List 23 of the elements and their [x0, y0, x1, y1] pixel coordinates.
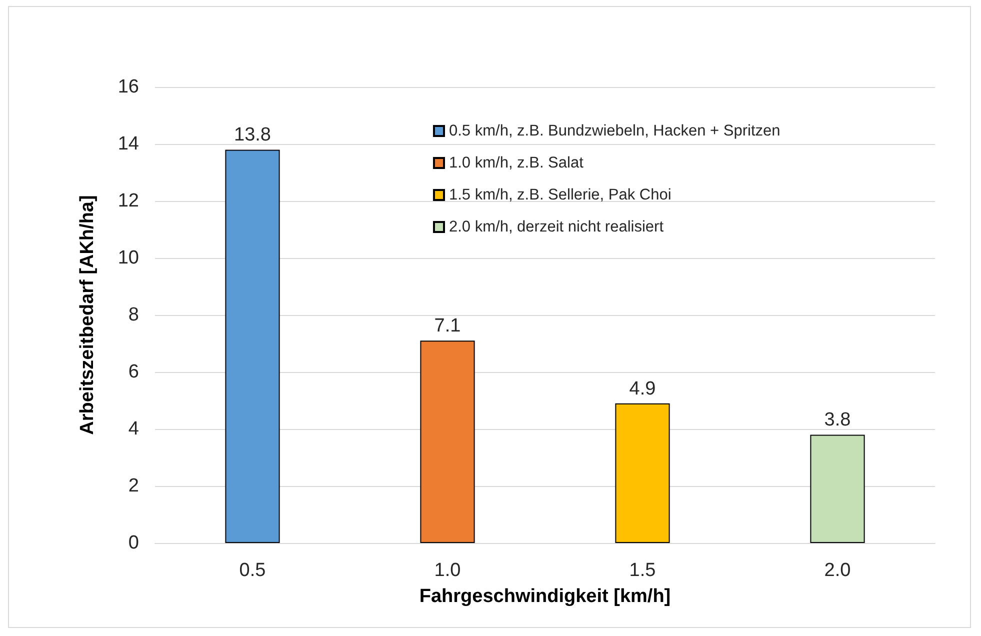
y-tick-label: 10	[118, 248, 139, 268]
x-tick-label: 1.5	[629, 560, 656, 581]
y-tick-label: 0	[128, 532, 139, 554]
data-label: 7.1	[434, 316, 461, 337]
y-tick-label: 2	[128, 476, 139, 496]
y-tick-label: 14	[118, 134, 140, 154]
x-tick-label: 1.0	[434, 560, 461, 581]
data-label: 3.8	[824, 410, 851, 431]
legend-label: 1.5 km/h, z.B. Sellerie, Pak Choi	[449, 186, 672, 204]
x-axis-title: Fahrgeschwindigkeit [km/h]	[419, 586, 671, 607]
y-tick-label: 6	[128, 362, 139, 382]
y-tick-label: 8	[128, 304, 139, 326]
data-label: 13.8	[234, 124, 271, 146]
legend-label: 1.0 km/h, z.B. Salat	[449, 154, 584, 172]
legend-label: 2.0 km/h, derzeit nicht realisiert	[449, 218, 664, 236]
y-tick-label: 16	[118, 76, 139, 98]
y-tick-label: 12	[118, 190, 139, 212]
legend-label: 0.5 km/h, z.B. Bundzwiebeln, Hacken + Spritzen	[449, 122, 780, 140]
x-tick-label: 2.0	[824, 560, 851, 581]
y-tick-label: 4	[128, 418, 140, 440]
data-label: 4.9	[629, 378, 656, 400]
x-tick-label: 0.5	[239, 560, 266, 581]
y-axis-title: Arbeitszeitbedarf [AKh/ha]	[77, 195, 98, 435]
